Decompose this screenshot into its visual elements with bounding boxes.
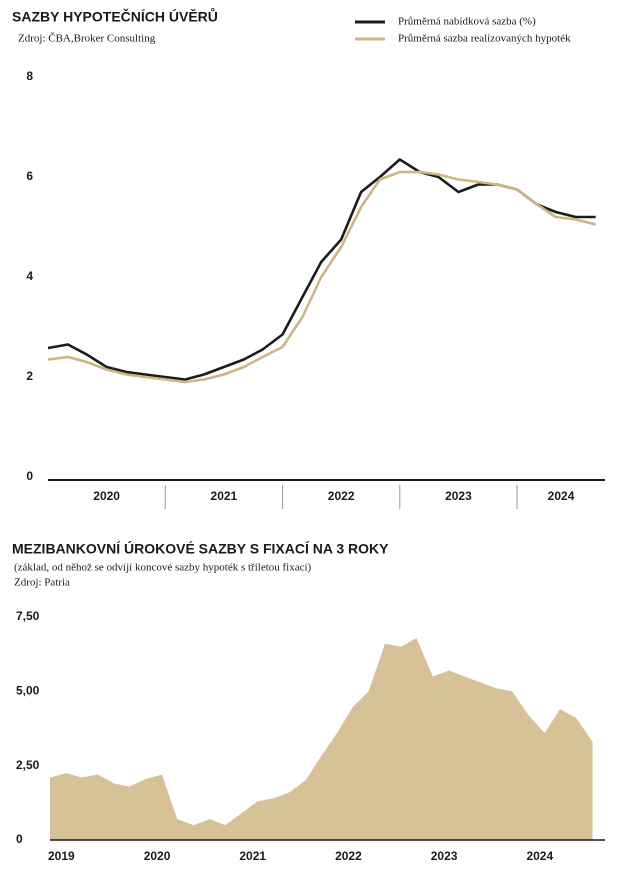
y-tick-label: 4 [26, 269, 33, 283]
y-tick-label: 6 [26, 169, 33, 183]
y-tick-label: 0 [16, 832, 23, 846]
y-tick-label: 7,50 [16, 609, 40, 623]
x-tick-label: 2023 [445, 489, 472, 503]
series-line [47, 158, 596, 381]
y-tick-label: 0 [26, 469, 33, 483]
x-tick-label: 2024 [548, 489, 575, 503]
y-tick-label: 2 [26, 369, 33, 383]
x-tick-label: 2020 [144, 849, 171, 863]
x-tick-label: 2022 [328, 489, 355, 503]
y-tick-label: 2,50 [16, 758, 40, 772]
x-tick-label: 2019 [48, 849, 75, 863]
y-tick-label: 8 [26, 69, 33, 83]
x-tick-label: 2023 [431, 849, 458, 863]
x-tick-label: 2022 [335, 849, 362, 863]
x-tick-label: 2021 [211, 489, 238, 503]
area [50, 637, 593, 840]
x-tick-label: 2024 [526, 849, 553, 863]
y-tick-label: 5,00 [16, 684, 40, 698]
chart-title: SAZBY HYPOTEČNÍCH ÚVĚRŮ [12, 7, 218, 25]
series-line [47, 170, 596, 384]
chart-subtitle: (základ, od něhož se odvíjí koncové sazb… [14, 562, 312, 574]
x-tick-label: 2021 [239, 849, 266, 863]
chart-source: Zdroj: Patria [14, 577, 70, 589]
legend-label: Průměrná nabídková sazba (%) [398, 16, 536, 28]
chart-subtitle: Zdroj: ČBA,Broker Consulting [18, 33, 156, 45]
chart-title: MEZIBANKOVNÍ ÚROKOVÉ SAZBY S FIXACÍ NA 3… [12, 540, 389, 557]
legend-label: Průměrná sazba realizovaných hypoték [398, 33, 571, 45]
x-tick-label: 2020 [93, 489, 120, 503]
